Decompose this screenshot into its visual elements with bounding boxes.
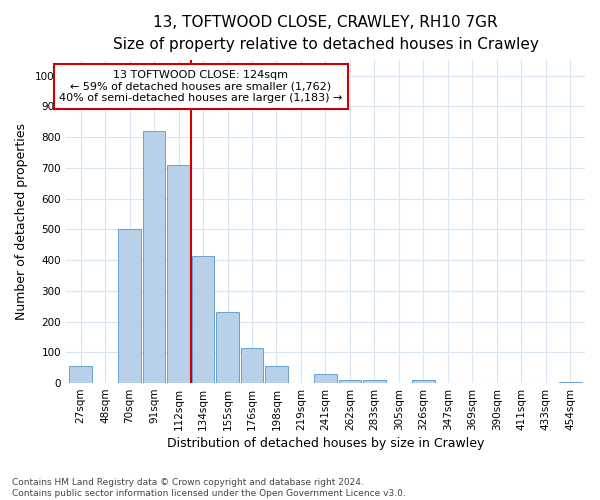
Bar [363, 380, 386, 383]
Bar [412, 380, 434, 383]
Bar [216, 312, 239, 383]
Text: 13 TOFTWOOD CLOSE: 124sqm
← 59% of detached houses are smaller (1,762)
40% of se: 13 TOFTWOOD CLOSE: 124sqm ← 59% of detac… [59, 70, 343, 103]
Bar [70, 366, 92, 383]
Bar [338, 380, 361, 383]
Y-axis label: Number of detached properties: Number of detached properties [15, 123, 28, 320]
Bar [314, 374, 337, 383]
X-axis label: Distribution of detached houses by size in Crawley: Distribution of detached houses by size … [167, 437, 484, 450]
Bar [143, 131, 166, 383]
Bar [559, 382, 581, 383]
Bar [265, 366, 288, 383]
Title: 13, TOFTWOOD CLOSE, CRAWLEY, RH10 7GR
Size of property relative to detached hous: 13, TOFTWOOD CLOSE, CRAWLEY, RH10 7GR Si… [113, 15, 538, 52]
Bar [192, 256, 214, 383]
Bar [118, 230, 141, 383]
Bar [241, 348, 263, 383]
Text: Contains HM Land Registry data © Crown copyright and database right 2024.
Contai: Contains HM Land Registry data © Crown c… [12, 478, 406, 498]
Bar [167, 165, 190, 383]
